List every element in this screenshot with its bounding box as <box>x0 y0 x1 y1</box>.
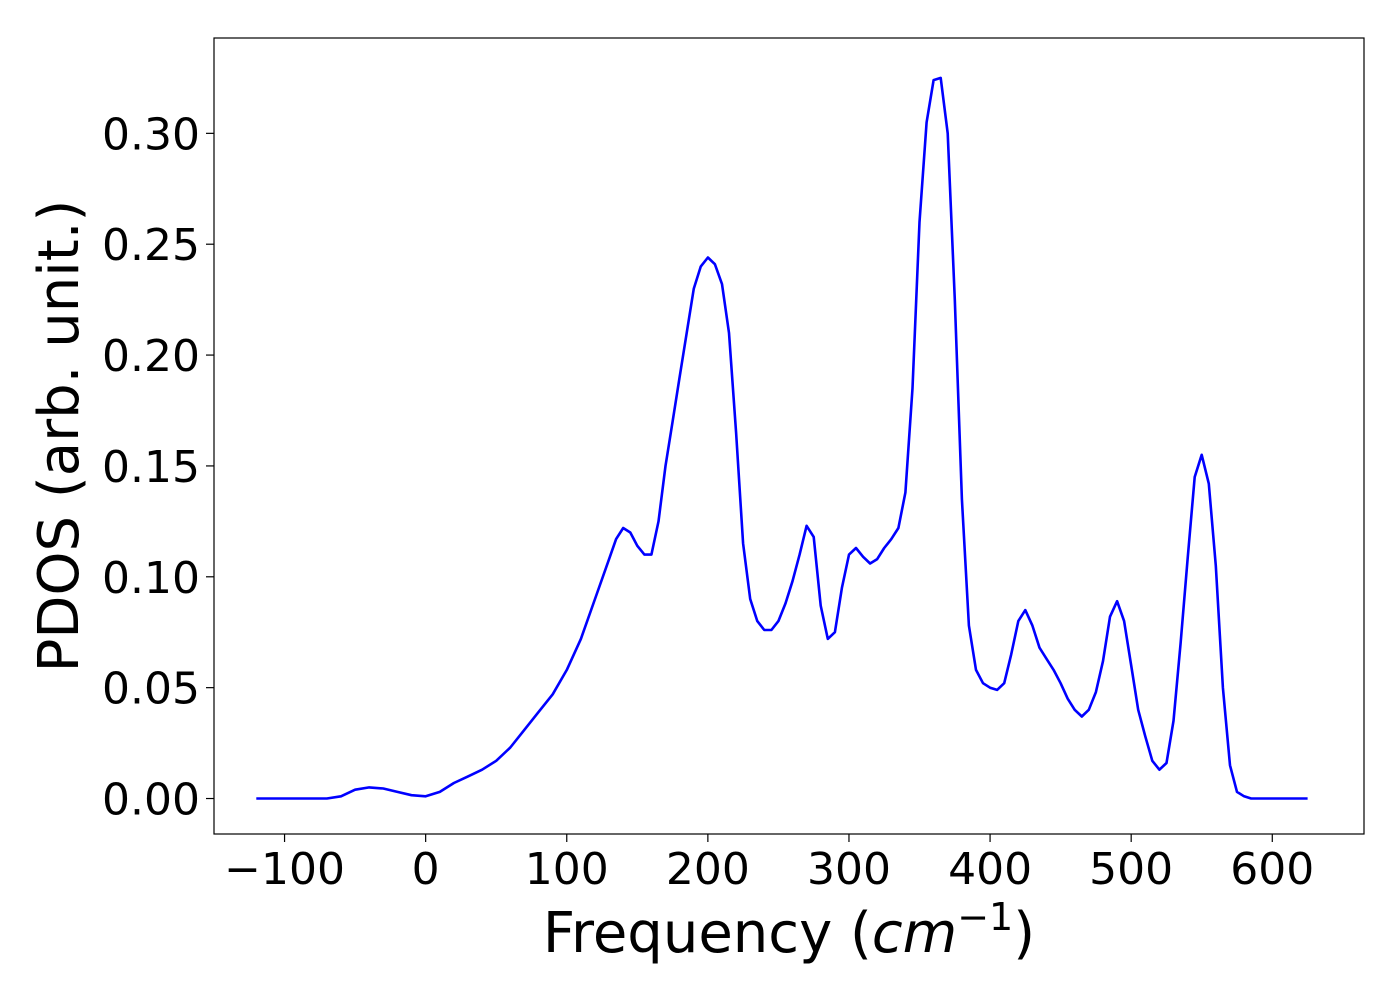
x-axis-label-unit: cm <box>872 901 957 966</box>
y-tick-label: 0.20 <box>102 331 200 382</box>
y-tick-label: 0.25 <box>102 220 200 271</box>
x-tick-label: 500 <box>1089 844 1173 895</box>
x-axis-label-main: Frequency ( <box>543 901 872 966</box>
plot-layer <box>256 76 1308 800</box>
x-axis-label-close: ) <box>1013 901 1035 966</box>
x-axis-label: Frequency (cm−1) <box>543 895 1035 966</box>
x-ticks: −100 0 100 200 300 400 500 600 <box>224 834 1314 895</box>
y-tick-label: 0.05 <box>102 664 200 715</box>
y-tick-label: 0.10 <box>102 553 200 604</box>
x-tick-label: 100 <box>525 844 609 895</box>
y-tick-label: 0.15 <box>102 442 200 493</box>
y-ticks: 0.00 0.05 0.10 0.15 0.20 0.25 0.30 <box>102 109 214 826</box>
plot-frame <box>213 37 1365 835</box>
x-tick-label: 600 <box>1230 844 1314 895</box>
x-tick-label: −100 <box>224 844 345 895</box>
y-axis-label: PDOS (arb. unit.) <box>27 200 92 673</box>
y-tick-label: 0.00 <box>102 775 200 826</box>
x-tick-label: 300 <box>807 844 891 895</box>
x-tick-label: 0 <box>412 844 440 895</box>
x-tick-label: 400 <box>948 844 1032 895</box>
series-line-0 <box>256 76 1308 800</box>
x-axis-label-exponent: −1 <box>957 895 1013 939</box>
y-tick-label: 0.30 <box>102 109 200 160</box>
x-tick-label: 200 <box>666 844 750 895</box>
